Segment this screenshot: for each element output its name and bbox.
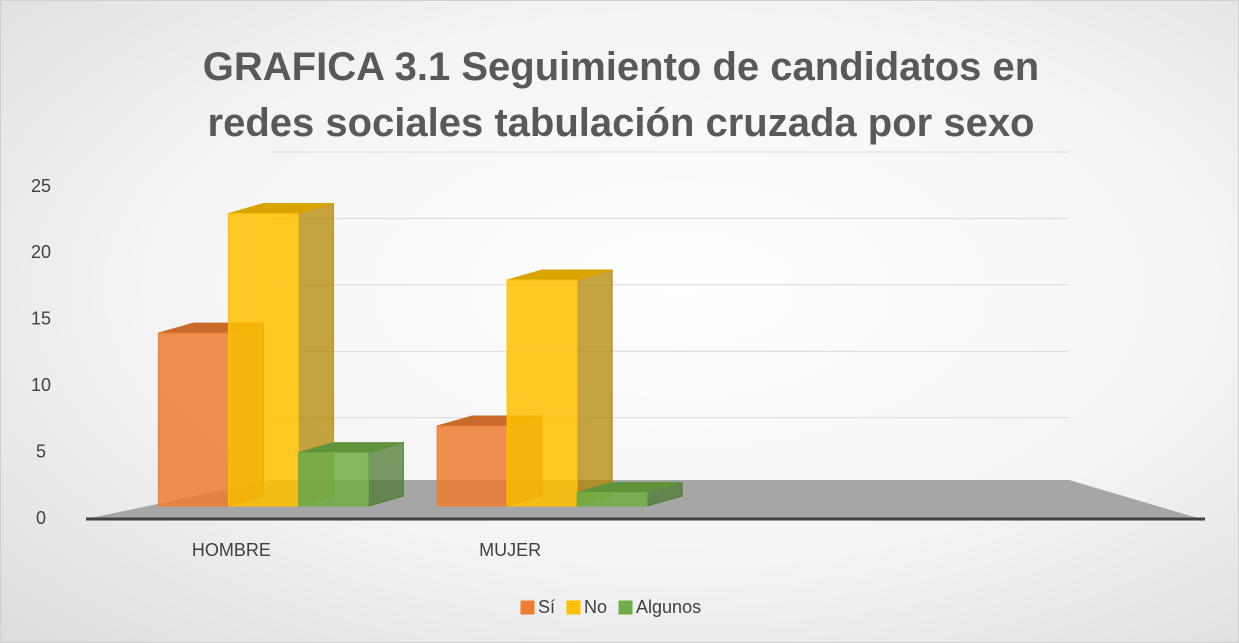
bar-front (576, 491, 648, 507)
legend-swatch (566, 600, 581, 615)
bar (227, 202, 334, 507)
bar-side (367, 441, 404, 507)
bar-front (227, 213, 299, 507)
y-tick-label: 5 (36, 441, 46, 461)
bar-front (506, 279, 578, 507)
bar-front (297, 452, 369, 507)
y-tick-label: 25 (31, 176, 51, 196)
legend-swatch (618, 600, 633, 615)
y-tick-label: 20 (31, 242, 51, 262)
legend-label: Sí (538, 597, 555, 617)
bar (297, 441, 404, 507)
y-tick-label: 10 (31, 375, 51, 395)
chart-title: GRAFICA 3.1 Seguimiento de candidatos en… (202, 45, 1040, 145)
bar-side (576, 269, 613, 507)
bar-front (157, 332, 229, 507)
x-tick-label: HOMBRE (192, 540, 271, 560)
legend-swatch (520, 600, 535, 615)
bar-front (436, 425, 508, 507)
x-tick-label: MUJER (479, 540, 541, 560)
legend-label: No (584, 597, 607, 617)
y-tick-label: 0 (36, 508, 46, 528)
legend-label: Algunos (636, 597, 701, 617)
y-tick-label: 15 (31, 309, 51, 329)
bar (506, 269, 613, 507)
bar (576, 481, 683, 507)
